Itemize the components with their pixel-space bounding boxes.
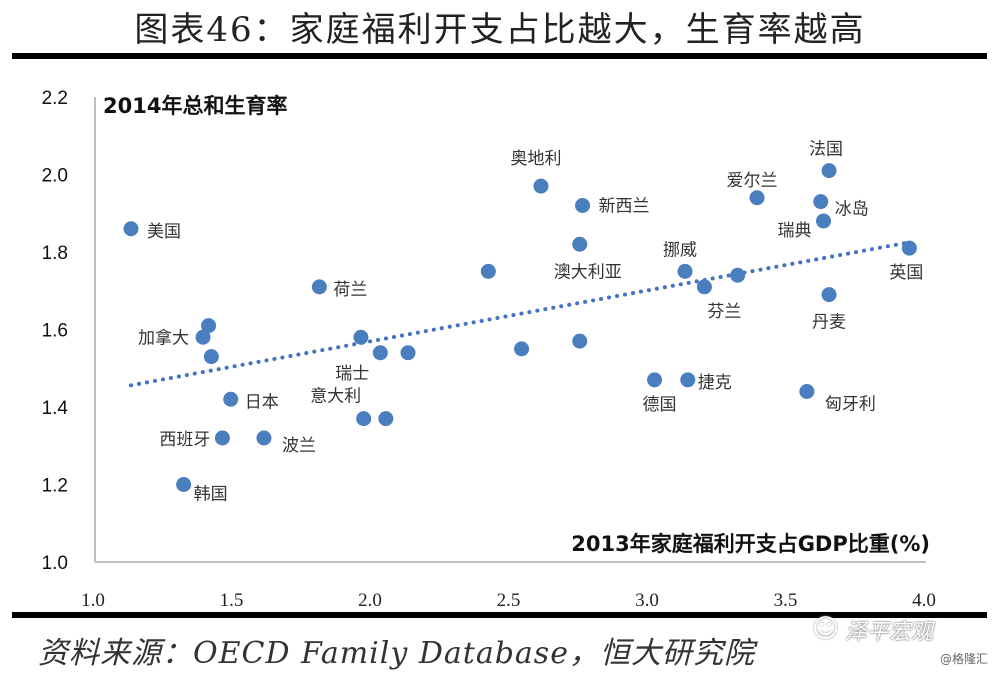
data-point <box>353 329 369 345</box>
data-points <box>123 163 917 492</box>
y-tick-label: 2.2 <box>42 88 68 109</box>
data-point <box>749 190 765 206</box>
data-label: 意大利 <box>310 387 361 407</box>
data-point <box>372 345 388 361</box>
data-point <box>696 279 712 295</box>
data-label: 芬兰 <box>707 302 741 322</box>
chart-title: 图表46：家庭福利开支占比越大，生育率越高 <box>134 10 866 50</box>
y-tick-label: 1.0 <box>42 553 68 574</box>
y-tick-label: 1.8 <box>42 243 68 264</box>
data-label: 爱尔兰 <box>727 171 778 191</box>
data-point <box>400 345 416 361</box>
data-label: 法国 <box>809 140 843 160</box>
x-axis-title: 2013年家庭福利开支占GDP比重(%) <box>571 532 930 556</box>
data-label: 荷兰 <box>333 280 367 300</box>
data-label: 日本 <box>245 392 279 412</box>
data-point <box>256 430 272 446</box>
data-point <box>223 391 239 407</box>
data-point <box>799 384 815 399</box>
x-tick-label: 3.5 <box>774 590 798 611</box>
axes: 1.0 1.2 1.4 1.6 1.8 2.0 2.2 1.0 1.5 2.0 2.5 3.0 3.5 4… <box>42 88 936 611</box>
data-label: 波兰 <box>282 436 316 456</box>
credit-text: @格隆汇 <box>940 652 989 666</box>
data-point <box>821 287 837 303</box>
data-point <box>203 349 219 365</box>
data-point <box>821 163 837 179</box>
data-point <box>514 341 530 357</box>
source-note: 资料来源：OECD Family Database，恒大研究院 <box>38 636 755 671</box>
data-point <box>123 221 139 237</box>
scatter-chart: 1.0 1.2 1.4 1.6 1.8 2.0 2.2 1.0 1.5 2.0 2.5 3.0 3.5 4… <box>42 88 936 611</box>
data-point <box>677 263 693 279</box>
data-label: 美国 <box>147 222 181 242</box>
x-tick-label: 3.0 <box>635 590 659 611</box>
wechat-icon: ☺ <box>812 614 840 644</box>
data-point <box>176 477 192 492</box>
x-tick-label: 2.0 <box>358 590 382 611</box>
data-label: 西班牙 <box>159 430 210 450</box>
data-label: 奥地利 <box>510 149 561 169</box>
data-label: 丹麦 <box>812 313 846 333</box>
data-point <box>680 372 696 388</box>
trendline <box>129 240 912 388</box>
data-point <box>214 430 230 446</box>
y-tick-label: 1.4 <box>42 398 69 419</box>
data-point <box>730 267 746 283</box>
data-point <box>480 263 496 279</box>
watermark: 泽平宏观 <box>845 620 934 645</box>
bottom-rule <box>12 612 987 618</box>
y-axis-title: 2014年总和生育率 <box>103 94 287 118</box>
data-point <box>356 411 372 427</box>
data-point <box>195 329 211 345</box>
data-point <box>378 411 394 427</box>
data-point <box>647 372 663 388</box>
y-tick-label: 1.2 <box>42 476 68 497</box>
data-label: 瑞士 <box>335 364 369 384</box>
x-tick-label: 4.0 <box>912 590 936 611</box>
y-tick-label: 2.0 <box>42 166 68 187</box>
data-point <box>572 236 588 252</box>
data-point <box>572 333 588 349</box>
data-point <box>311 279 327 295</box>
data-point <box>901 240 917 256</box>
y-tick-label: 1.6 <box>42 321 68 342</box>
data-label: 冰岛 <box>835 200 869 220</box>
data-label: 挪威 <box>663 240 697 260</box>
x-tick-label: 2.5 <box>497 590 521 611</box>
data-label: 澳大利亚 <box>554 262 622 282</box>
data-label: 德国 <box>643 395 677 415</box>
x-tick-label: 1.5 <box>220 590 244 611</box>
x-tick-label: 1.0 <box>81 590 105 611</box>
data-label: 瑞典 <box>778 221 812 241</box>
data-label: 捷克 <box>698 373 732 393</box>
data-label: 匈牙利 <box>825 395 876 415</box>
data-point <box>533 178 549 194</box>
trendline-path <box>129 240 912 388</box>
data-label: 加拿大 <box>138 327 189 348</box>
data-point <box>575 198 591 213</box>
data-point <box>813 194 829 210</box>
data-point <box>816 213 832 229</box>
data-label: 韩国 <box>194 485 228 505</box>
data-point <box>201 318 217 334</box>
data-label: 新西兰 <box>599 197 650 217</box>
top-rule <box>12 53 987 59</box>
data-label: 英国 <box>889 263 923 283</box>
